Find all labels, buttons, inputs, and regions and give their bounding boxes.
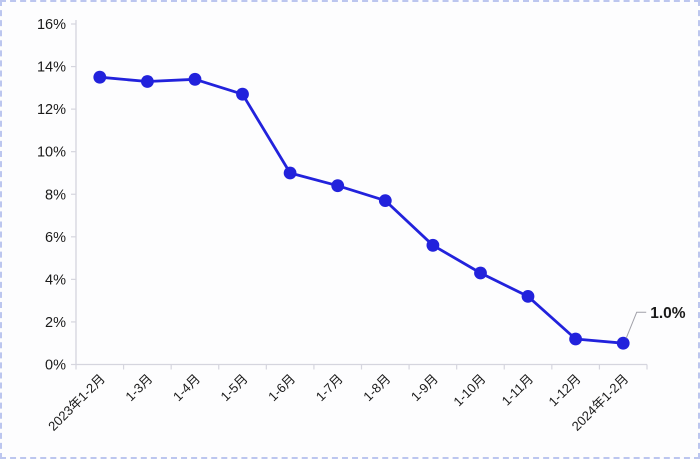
y-axis-tick-label: 6%: [45, 230, 66, 246]
data-point-marker: [426, 238, 440, 252]
data-point-marker: [236, 87, 249, 101]
data-point-marker: [93, 70, 107, 84]
data-point-marker: [569, 332, 582, 346]
data-point-marker: [521, 290, 535, 303]
data-point-marker: [474, 266, 487, 280]
data-point-marker: [616, 336, 630, 350]
y-axis-tick-label: 4%: [45, 272, 66, 288]
annotation-text: 1.0%: [650, 305, 686, 322]
data-point-marker: [141, 75, 154, 88]
x-axis-category-label: 1-9月: [408, 371, 441, 404]
x-axis-category-label: 1-7月: [313, 371, 346, 404]
x-axis-category-label: 1-10月: [450, 371, 488, 409]
data-point-marker: [378, 194, 392, 208]
data-point-marker: [283, 166, 297, 180]
x-axis-category-label: 1-12月: [546, 371, 584, 409]
y-axis-tick-label: 2%: [45, 315, 66, 331]
x-axis-category-label: 1-5月: [218, 371, 251, 404]
y-axis-tick-label: 8%: [45, 187, 66, 203]
data-label-annotation: 1.0%: [625, 305, 686, 339]
y-axis-tick-label: 10%: [37, 145, 66, 161]
y-axis-tick-label: 0%: [45, 358, 66, 374]
series-line: [98, 75, 625, 345]
data-series: [93, 70, 630, 350]
data-point-marker: [188, 72, 202, 86]
x-axis-category-label: 1-6月: [265, 371, 298, 404]
x-axis-category-label: 1-3月: [122, 371, 155, 404]
y-axis: 0% 2% 4% 6% 8% 10% 12% 14% 16%: [37, 17, 77, 374]
x-axis: 2023年1-2月 1-3月 1-4月 1-5月 1-6月 1-7月 1-8月 1-9月 1-1…: [45, 363, 648, 434]
x-axis-category-label: 2023年1-2月: [45, 371, 108, 434]
x-axis-category-label: 1-8月: [360, 371, 393, 404]
y-axis-tick-label: 14%: [37, 60, 66, 76]
annotation-leader-line: [625, 311, 647, 339]
x-axis-category-label: 1-4月: [170, 371, 203, 404]
data-point-marker: [331, 179, 345, 193]
y-axis-tick-label: 16%: [37, 17, 66, 33]
y-axis-tick-label: 12%: [37, 102, 66, 118]
x-axis-category-label: 1-11月: [499, 371, 537, 409]
